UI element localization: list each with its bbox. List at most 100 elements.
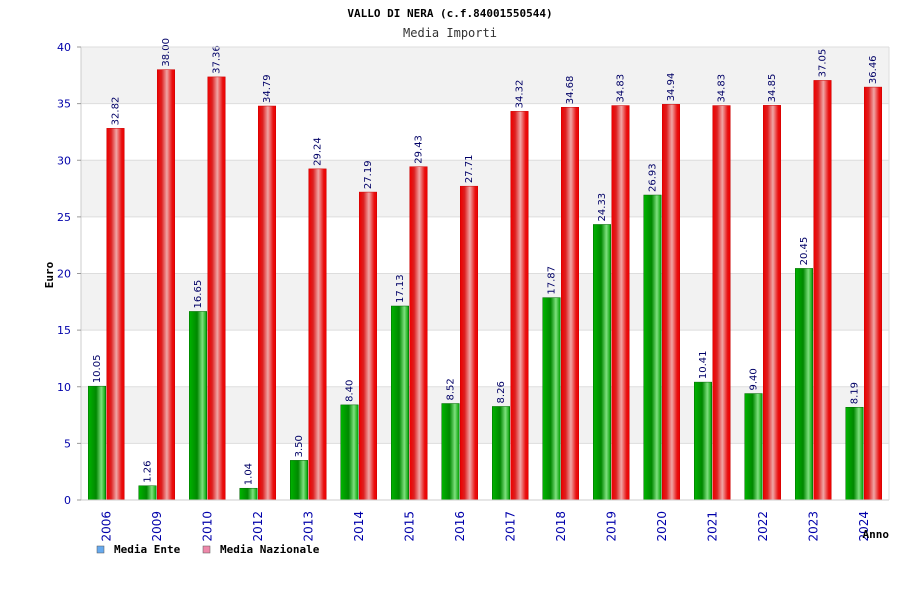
bar-media-ente-2016 bbox=[441, 403, 460, 501]
data-label-media-ente-2024: 8.19 bbox=[850, 382, 861, 404]
data-label-media-ente-2023: 20.45 bbox=[799, 237, 810, 266]
bar-media-ente-2022 bbox=[744, 393, 763, 501]
data-label-media-nazionale-2020: 34.94 bbox=[666, 73, 677, 102]
bar-media-ente-2017 bbox=[492, 406, 510, 501]
data-label-media-nazionale-2017: 34.32 bbox=[515, 80, 526, 109]
data-label-media-ente-2010: 16.65 bbox=[193, 280, 204, 309]
data-label-media-nazionale-2015: 29.43 bbox=[414, 135, 425, 164]
chart-title: VALLO DI NERA (c.f.84001550544) bbox=[347, 7, 552, 20]
x-tick-label: 2009 bbox=[150, 511, 164, 542]
x-tick-label: 2013 bbox=[301, 511, 315, 542]
x-tick-labels: 2006 2009 2010 2012 2013 2014 2015 2016 2017 2018… bbox=[99, 511, 871, 542]
bar-media-ente-2013 bbox=[290, 460, 308, 501]
bar-media-ente-2012 bbox=[239, 487, 258, 501]
x-tick-label: 2006 bbox=[99, 511, 113, 542]
chart-subtitle: Media Importi bbox=[403, 26, 497, 40]
y-axis-label: Euro bbox=[43, 261, 56, 288]
data-label-media-nazionale-2013: 29.24 bbox=[313, 137, 324, 166]
data-label-media-nazionale-2019: 34.83 bbox=[616, 74, 627, 103]
legend-swatch-media-nazionale bbox=[202, 545, 211, 554]
y-tick-label: 35 bbox=[57, 98, 71, 111]
bar-media-nazionale-2009 bbox=[157, 69, 175, 501]
data-label-media-ente-2019: 24.33 bbox=[597, 193, 608, 222]
bar-media-ente-2023 bbox=[795, 268, 813, 501]
data-label-media-nazionale-2010: 37.36 bbox=[212, 45, 223, 74]
data-label-media-nazionale-2012: 34.79 bbox=[262, 74, 273, 103]
bar-media-nazionale-2013 bbox=[308, 168, 327, 501]
bar-media-nazionale-2023 bbox=[813, 80, 832, 501]
x-tick-label: 2020 bbox=[655, 511, 669, 542]
bar-media-nazionale-2019 bbox=[611, 105, 630, 501]
y-tick-label: 15 bbox=[57, 324, 71, 337]
data-labels: 10.05 32.82 1.26 38.00 16.65 37.36 1.04 34.79 3.… bbox=[92, 38, 879, 485]
y-tick-label: 10 bbox=[57, 381, 71, 394]
bars bbox=[88, 69, 882, 501]
x-tick-label: 2017 bbox=[503, 511, 517, 542]
legend: Media Ente Media Nazionale bbox=[96, 543, 320, 556]
bar-media-nazionale-2020 bbox=[662, 104, 680, 501]
y-tick-label: 20 bbox=[57, 268, 71, 281]
data-label-media-nazionale-2018: 34.68 bbox=[565, 76, 576, 105]
data-label-media-ente-2016: 8.52 bbox=[446, 378, 457, 400]
data-label-media-nazionale-2021: 34.83 bbox=[717, 74, 728, 103]
bar-media-nazionale-2015 bbox=[409, 166, 428, 501]
bar-media-ente-2020 bbox=[643, 194, 662, 501]
x-tick-label: 2018 bbox=[554, 511, 568, 542]
x-tick-label: 2022 bbox=[756, 511, 770, 542]
data-label-media-ente-2013: 3.50 bbox=[294, 435, 305, 457]
data-label-media-ente-2015: 17.13 bbox=[395, 274, 406, 303]
x-tick-label: 2023 bbox=[806, 511, 820, 542]
x-tick-label: 2021 bbox=[705, 511, 719, 542]
bar-media-nazionale-2017 bbox=[510, 111, 529, 501]
bar-media-ente-2015 bbox=[391, 305, 409, 501]
data-label-media-ente-2012: 1.04 bbox=[244, 463, 255, 485]
bar-media-nazionale-2018 bbox=[561, 106, 579, 501]
x-tick-label: 2019 bbox=[604, 511, 618, 542]
bar-media-ente-2010 bbox=[189, 311, 207, 501]
bar-media-nazionale-2022 bbox=[763, 105, 781, 501]
y-tick-label: 40 bbox=[57, 41, 71, 54]
data-label-media-ente-2014: 8.40 bbox=[345, 380, 356, 402]
data-label-media-nazionale-2009: 38.00 bbox=[161, 38, 172, 67]
y-tick-label: 30 bbox=[57, 154, 71, 167]
y-tick-label: 0 bbox=[64, 494, 71, 507]
x-tick-label: 2014 bbox=[352, 511, 366, 542]
bar-media-ente-2006 bbox=[88, 385, 106, 501]
bar-media-nazionale-2006 bbox=[106, 128, 125, 501]
data-label-media-ente-2020: 26.93 bbox=[648, 163, 659, 192]
legend-swatch-media-ente bbox=[96, 545, 105, 554]
y-tick-label: 25 bbox=[57, 211, 71, 224]
x-tick-label: 2016 bbox=[453, 511, 467, 542]
y-tick-label: 5 bbox=[64, 437, 71, 450]
bar-media-nazionale-2021 bbox=[712, 105, 731, 501]
data-label-media-nazionale-2023: 37.05 bbox=[818, 49, 829, 78]
data-label-media-nazionale-2006: 32.82 bbox=[111, 97, 122, 126]
data-label-media-nazionale-2014: 27.19 bbox=[363, 160, 374, 189]
data-label-media-nazionale-2022: 34.85 bbox=[767, 74, 778, 103]
data-label-media-ente-2017: 8.26 bbox=[496, 381, 507, 403]
bar-media-nazionale-2016 bbox=[460, 185, 478, 501]
bar-media-nazionale-2010 bbox=[207, 76, 226, 501]
legend-label-media-nazionale: Media Nazionale bbox=[220, 543, 320, 556]
y-tick-labels: 0 5 10 15 20 25 30 35 40 bbox=[57, 41, 71, 507]
data-label-media-ente-2006: 10.05 bbox=[92, 355, 103, 384]
data-label-media-nazionale-2024: 36.46 bbox=[868, 55, 879, 84]
bar-media-nazionale-2024 bbox=[864, 86, 882, 501]
x-tick-label: 2010 bbox=[200, 511, 214, 542]
bar-media-ente-2019 bbox=[593, 224, 611, 501]
bar-media-ente-2021 bbox=[694, 381, 712, 501]
axes bbox=[77, 46, 890, 501]
data-label-media-ente-2009: 1.26 bbox=[143, 460, 154, 482]
data-label-media-nazionale-2016: 27.71 bbox=[464, 155, 475, 184]
x-tick-label: 2012 bbox=[251, 511, 265, 542]
bar-media-ente-2014 bbox=[340, 404, 359, 501]
data-label-media-ente-2022: 9.40 bbox=[749, 368, 760, 390]
data-label-media-ente-2021: 10.41 bbox=[698, 350, 709, 379]
x-axis-label: Anno bbox=[863, 528, 890, 541]
bar-media-ente-2009 bbox=[138, 485, 157, 501]
data-label-media-ente-2018: 17.87 bbox=[547, 266, 558, 295]
bar-media-nazionale-2012 bbox=[258, 105, 276, 501]
bar-media-ente-2018 bbox=[542, 297, 561, 501]
x-tick-label: 2015 bbox=[402, 511, 416, 542]
